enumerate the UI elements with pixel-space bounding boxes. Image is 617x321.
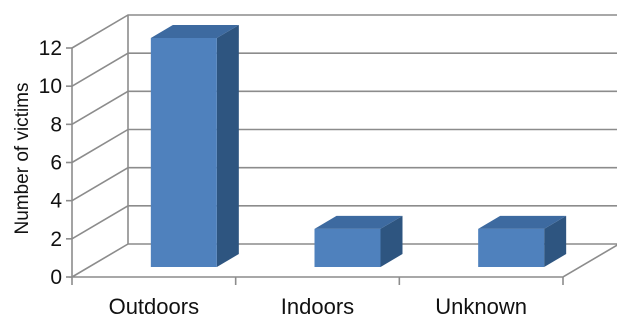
y-tick-label: 12 (39, 37, 62, 60)
bar-front-face (478, 228, 545, 267)
bar-top-face (314, 215, 403, 229)
bar-top-face (478, 215, 567, 229)
bar-indoors (314, 215, 403, 267)
bar-outdoors (150, 25, 239, 267)
bar-unknown (478, 215, 567, 267)
y-tick-labels: 0 2 4 6 8 10 12 (39, 37, 63, 289)
y-tick-label: 0 (50, 266, 62, 289)
category-label: Outdoors (109, 294, 200, 319)
category-labels: Outdoors Indoors Unknown (109, 294, 527, 319)
bar-top-face (150, 25, 239, 38)
y-tick-label: 10 (39, 75, 62, 98)
y-axis-title: Number of victims (12, 82, 33, 234)
bars (150, 25, 567, 267)
bar-side-face (380, 215, 403, 267)
bar-front-face (314, 228, 381, 267)
category-label: Indoors (281, 294, 354, 319)
y-tick-label: 6 (50, 152, 62, 175)
bar-side-face (544, 215, 567, 267)
y-tick-label: 2 (50, 228, 62, 251)
category-label: Unknown (435, 294, 527, 319)
bar-side-face (216, 25, 239, 267)
bar-front-face (150, 38, 217, 267)
y-tick-label: 8 (50, 113, 62, 136)
y-tick-label: 4 (50, 190, 62, 213)
axes (66, 15, 617, 285)
